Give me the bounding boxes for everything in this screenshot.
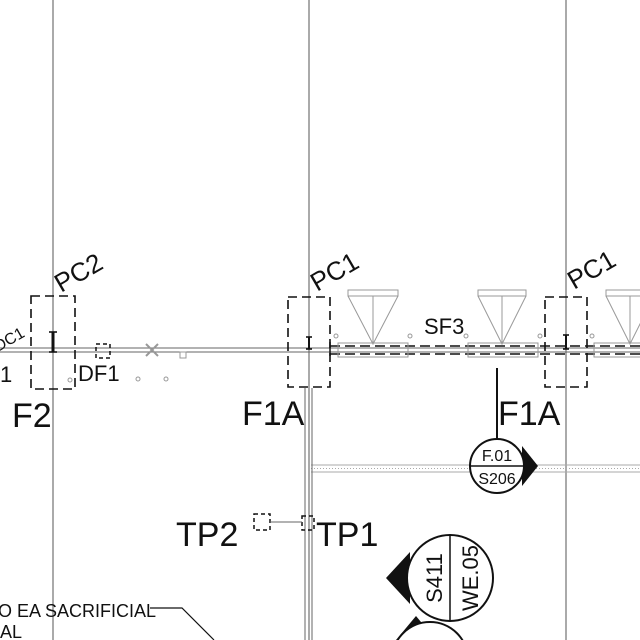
column-tag-pc2: PC2 [49, 247, 108, 298]
df1-box [95, 343, 111, 359]
main-beam [0, 347, 640, 353]
grid-label-f2: F2 [12, 397, 52, 435]
column-box-pc1-left [287, 296, 331, 388]
column-markers [49, 331, 569, 353]
column-tag-pc1-right: PC1 [562, 244, 621, 295]
truss-braces [333, 289, 640, 358]
column-tag-edge: DC1 [0, 325, 28, 356]
test-point-symbols [253, 513, 315, 531]
partial-marker [396, 616, 464, 640]
grid-label-f1a-right: F1A [498, 395, 561, 433]
tp2-label: TP2 [176, 516, 238, 554]
elevation-marker [386, 534, 494, 622]
section-marker-bottom: S206 [478, 471, 515, 488]
column-box-pc1-right [544, 296, 588, 388]
i-beam-icon [563, 334, 569, 350]
note-line-1: O EA SACRIFICIAL [0, 601, 156, 621]
sf3-label: SF3 [424, 314, 464, 339]
column-boxes [30, 295, 588, 390]
i-beam-icon [306, 336, 312, 350]
df1-label: DF1 [78, 361, 120, 386]
column-box-pc2 [30, 295, 76, 390]
elevation-marker-right: WE.05 [458, 545, 483, 611]
i-beam-icon [49, 331, 57, 353]
grid-label-f1a-left: F1A [242, 395, 305, 433]
section-marker [469, 438, 538, 494]
gray-symbols [67, 343, 187, 383]
grid-lines [52, 0, 567, 640]
tp1-label: TP1 [316, 516, 378, 554]
edge-label: 1 [0, 362, 12, 387]
elevation-marker-left: S411 [422, 553, 447, 603]
section-marker-top: F.01 [482, 448, 512, 465]
note-leader [150, 607, 215, 640]
f1a-double-line [304, 388, 313, 640]
note-line-2: AL [0, 622, 22, 640]
